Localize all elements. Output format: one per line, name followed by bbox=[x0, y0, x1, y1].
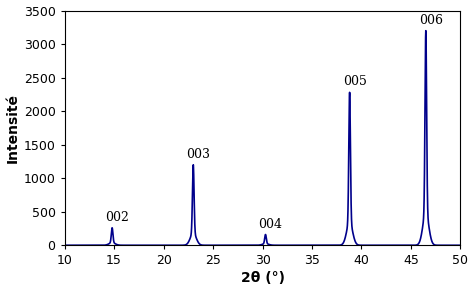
Text: 005: 005 bbox=[343, 75, 366, 88]
Text: 003: 003 bbox=[186, 148, 210, 161]
Text: 006: 006 bbox=[419, 14, 443, 27]
Text: 002: 002 bbox=[105, 212, 129, 224]
Y-axis label: Intensité: Intensité bbox=[6, 93, 19, 163]
X-axis label: 2θ (°): 2θ (°) bbox=[240, 272, 284, 285]
Text: 004: 004 bbox=[258, 218, 283, 231]
